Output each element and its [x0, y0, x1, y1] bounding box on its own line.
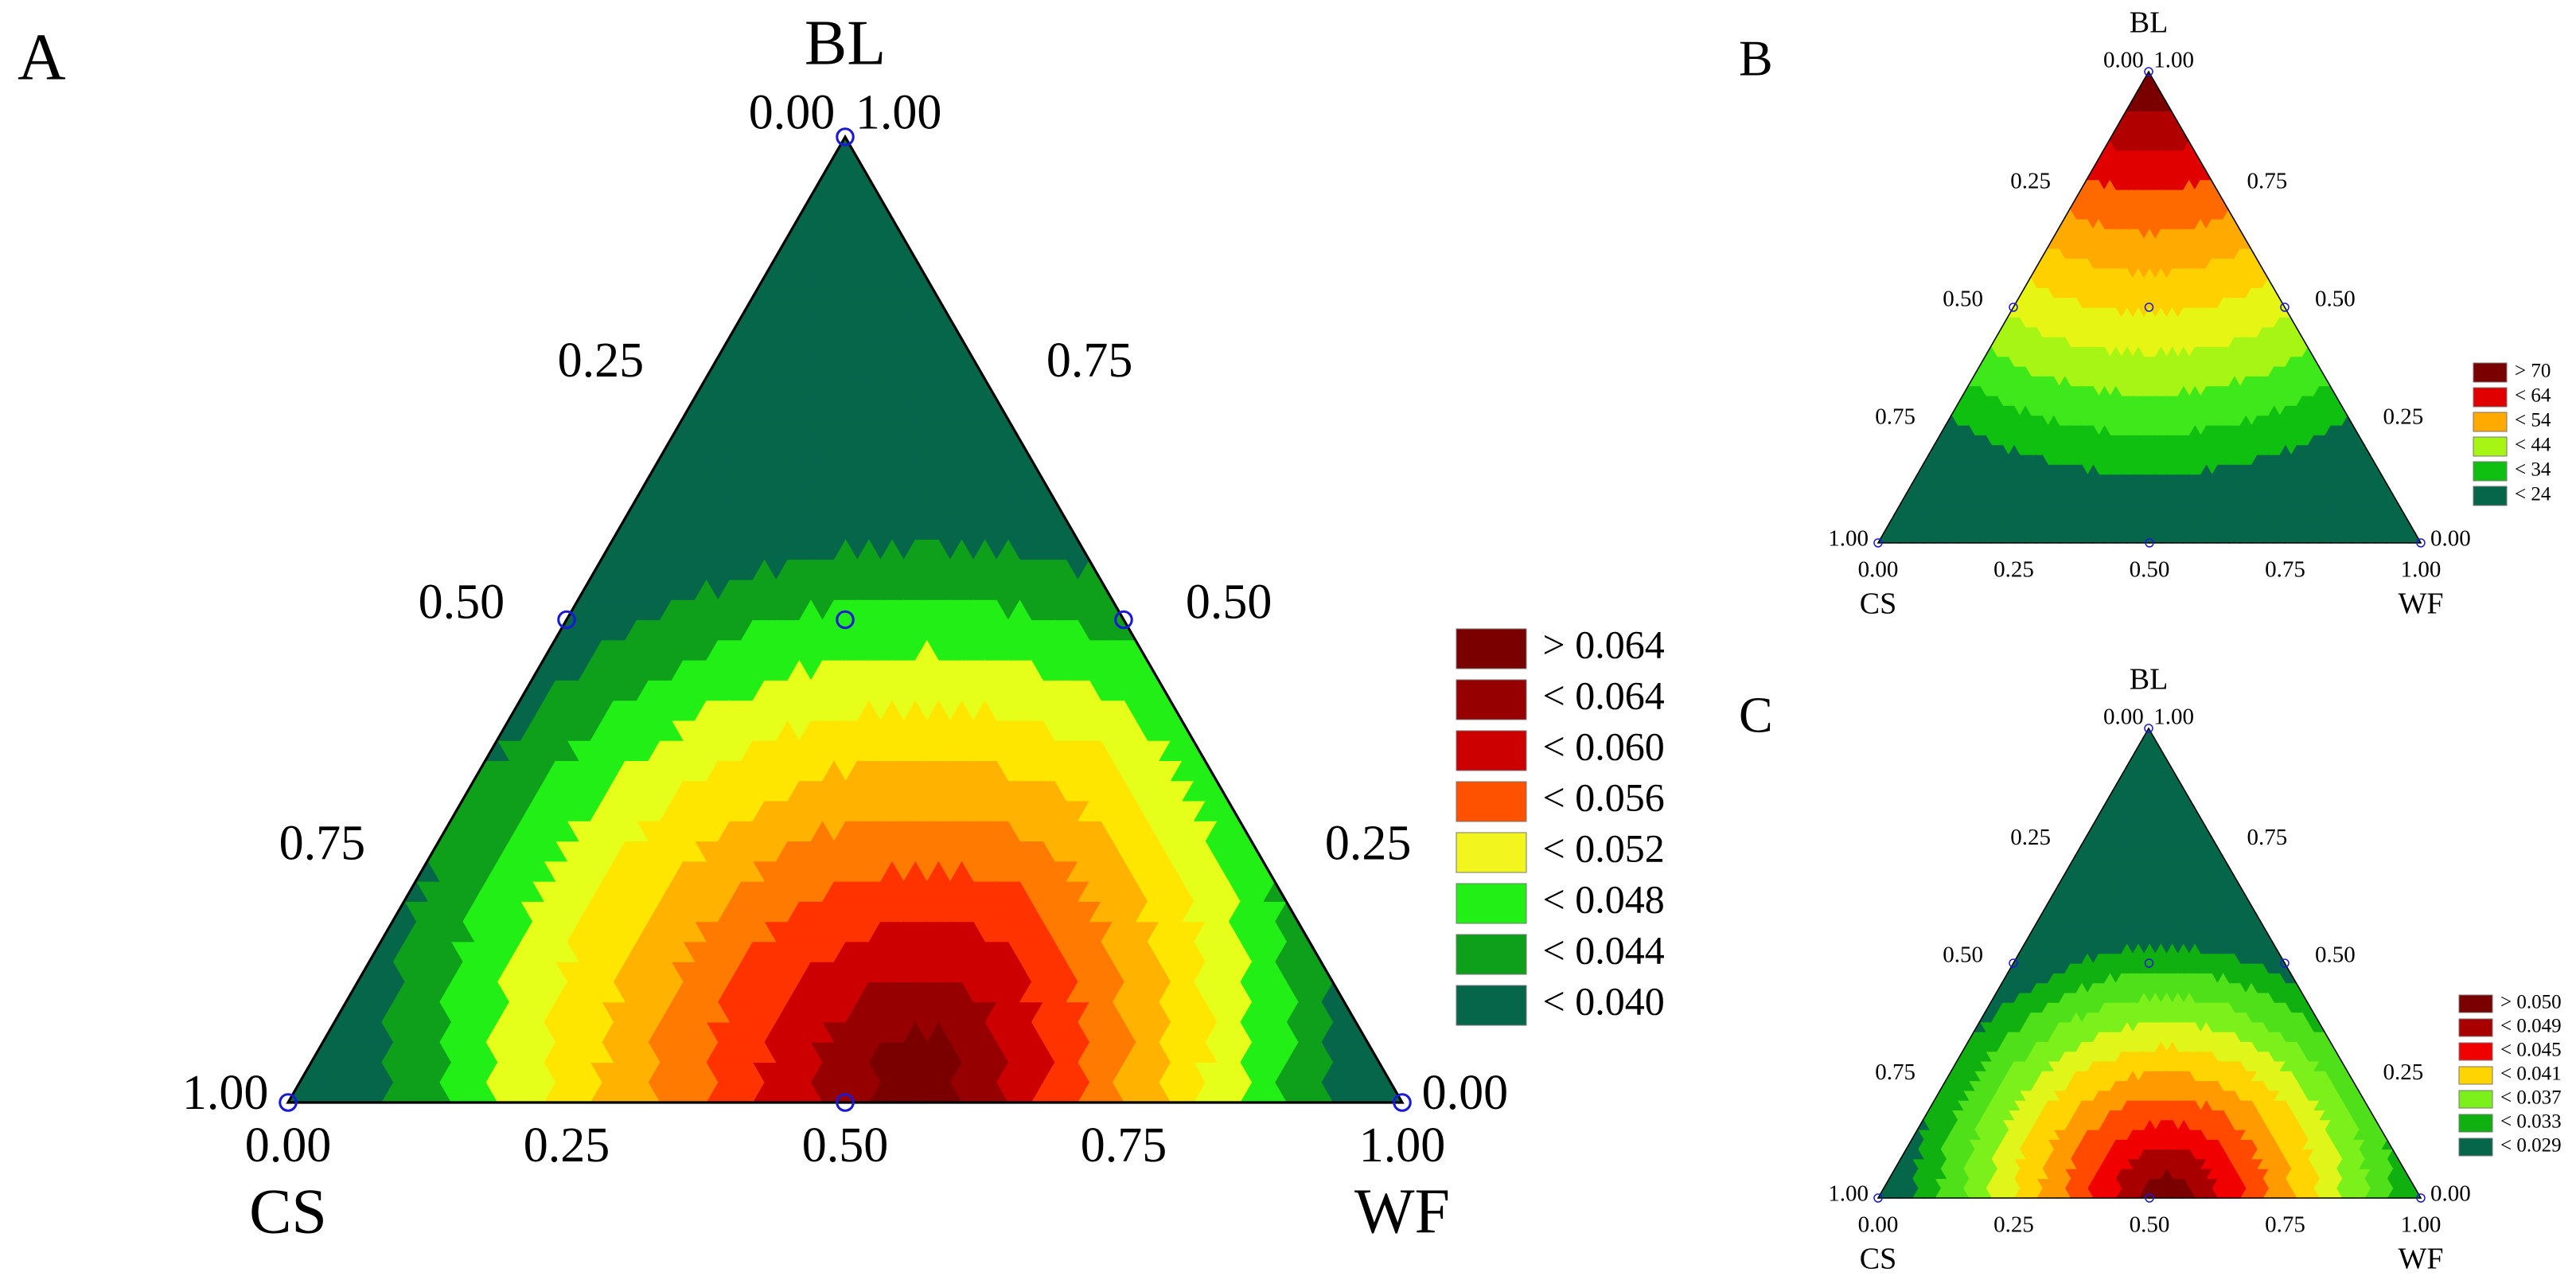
- base-tick: 0.00: [245, 1118, 332, 1173]
- left-edge-tick: 0.75: [1875, 404, 1915, 430]
- legend-label: < 44: [2515, 435, 2551, 456]
- legend-label: < 0.064: [1543, 673, 1665, 717]
- left-edge-tick: 0.50: [419, 575, 505, 629]
- left-corner-axis-label: CS: [1860, 587, 1896, 621]
- legend-label: < 0.048: [1543, 876, 1665, 921]
- legend-swatch: [1456, 628, 1527, 669]
- right-edge-tick: 0.50: [1186, 575, 1272, 629]
- base-tick: 1.00: [2401, 557, 2442, 583]
- legend-swatch: [2473, 387, 2508, 408]
- legend-swatch: [1456, 934, 1527, 975]
- legend-label: < 54: [2515, 410, 2551, 431]
- legend-swatch: [2473, 436, 2508, 457]
- base-tick: 0.25: [524, 1118, 610, 1173]
- panel-b: B BL 0.00 1.00 0.25 0.50 0.75 0.75 0.50 0.25 1.00 0…: [1739, 6, 2551, 621]
- left-edge-tick: 0.50: [1943, 287, 1983, 312]
- left-edge-tick: 0.75: [279, 817, 366, 871]
- legend-swatch: [1456, 679, 1527, 720]
- panel-a-contour-surface: [286, 135, 1404, 1104]
- legend-swatch: [2473, 362, 2508, 383]
- right-edge-tick: 0.25: [2383, 404, 2424, 430]
- apex-tick-right: 1.00: [2153, 48, 2194, 73]
- apex-tick-left: 0.00: [749, 86, 836, 140]
- legend-label: < 0.052: [1543, 825, 1665, 870]
- apex-axis-label: BL: [805, 8, 886, 78]
- legend-label: < 0.060: [1543, 724, 1665, 768]
- right-edge-tick: 0.75: [2247, 169, 2288, 194]
- legend-label: > 0.064: [1543, 622, 1665, 666]
- legend-swatch: [1456, 985, 1527, 1026]
- panel-letter: A: [18, 20, 66, 94]
- panel-a: A BL0.00 1.000.250.500.750.750.500.251.00 0…: [18, 8, 1665, 1247]
- base-tick: 0.75: [1081, 1118, 1167, 1173]
- legend-swatch: [2473, 486, 2508, 506]
- base-tick: 1.00: [1359, 1118, 1446, 1173]
- left-edge-tick: 0.25: [2010, 169, 2051, 194]
- base-tick: 0.50: [2130, 557, 2170, 583]
- base-tick: 0.50: [802, 1118, 889, 1173]
- legend-swatch: [1456, 883, 1527, 924]
- base-tick: 0.00: [1858, 557, 1899, 583]
- legend-label: < 24: [2515, 484, 2551, 505]
- legend-label: < 0.044: [1543, 927, 1665, 972]
- legend-swatch: [2473, 412, 2508, 432]
- legend-swatch: [1456, 730, 1527, 771]
- apex-tick-right: 1.00: [855, 86, 942, 140]
- panel-a-legend: > 0.064 < 0.064 < 0.060 < 0.056 < 0.052 < 0.0…: [1456, 622, 1665, 1026]
- right-corner-axis-label: WF: [1354, 1177, 1450, 1247]
- left-edge-tick: 0.25: [558, 334, 645, 388]
- corner-right-tick: 0.00: [1422, 1066, 1509, 1120]
- legend-label: > 70: [2515, 361, 2551, 382]
- legend-label: < 0.056: [1543, 775, 1665, 819]
- base-tick: 0.75: [2265, 557, 2305, 583]
- legend-label: < 64: [2515, 385, 2551, 407]
- left-corner-axis-label: CS: [249, 1177, 327, 1247]
- corner-right-tick: 0.00: [2430, 526, 2471, 552]
- panel-b-legend: > 70 < 64 < 54 < 44 < 34 < 24: [2473, 361, 2551, 506]
- right-edge-tick: 0.25: [1325, 817, 1412, 871]
- right-edge-tick: 0.75: [1046, 334, 1133, 388]
- legend-swatch: [1456, 832, 1527, 873]
- right-edge-tick: 0.50: [2315, 287, 2356, 312]
- right-corner-axis-label: WF: [2399, 587, 2444, 621]
- apex-axis-label: BL: [2130, 6, 2169, 40]
- legend-label: < 34: [2515, 459, 2551, 481]
- corner-left-tick: 1.00: [1828, 526, 1869, 552]
- panel-letter: B: [1739, 30, 1773, 87]
- legend-swatch: [2473, 461, 2508, 482]
- apex-tick-left: 0.00: [2103, 48, 2144, 73]
- corner-left-tick: 1.00: [182, 1066, 269, 1120]
- legend-swatch: [1456, 781, 1527, 822]
- legend-label: < 0.040: [1543, 978, 1665, 1023]
- base-tick: 0.25: [1993, 557, 2034, 583]
